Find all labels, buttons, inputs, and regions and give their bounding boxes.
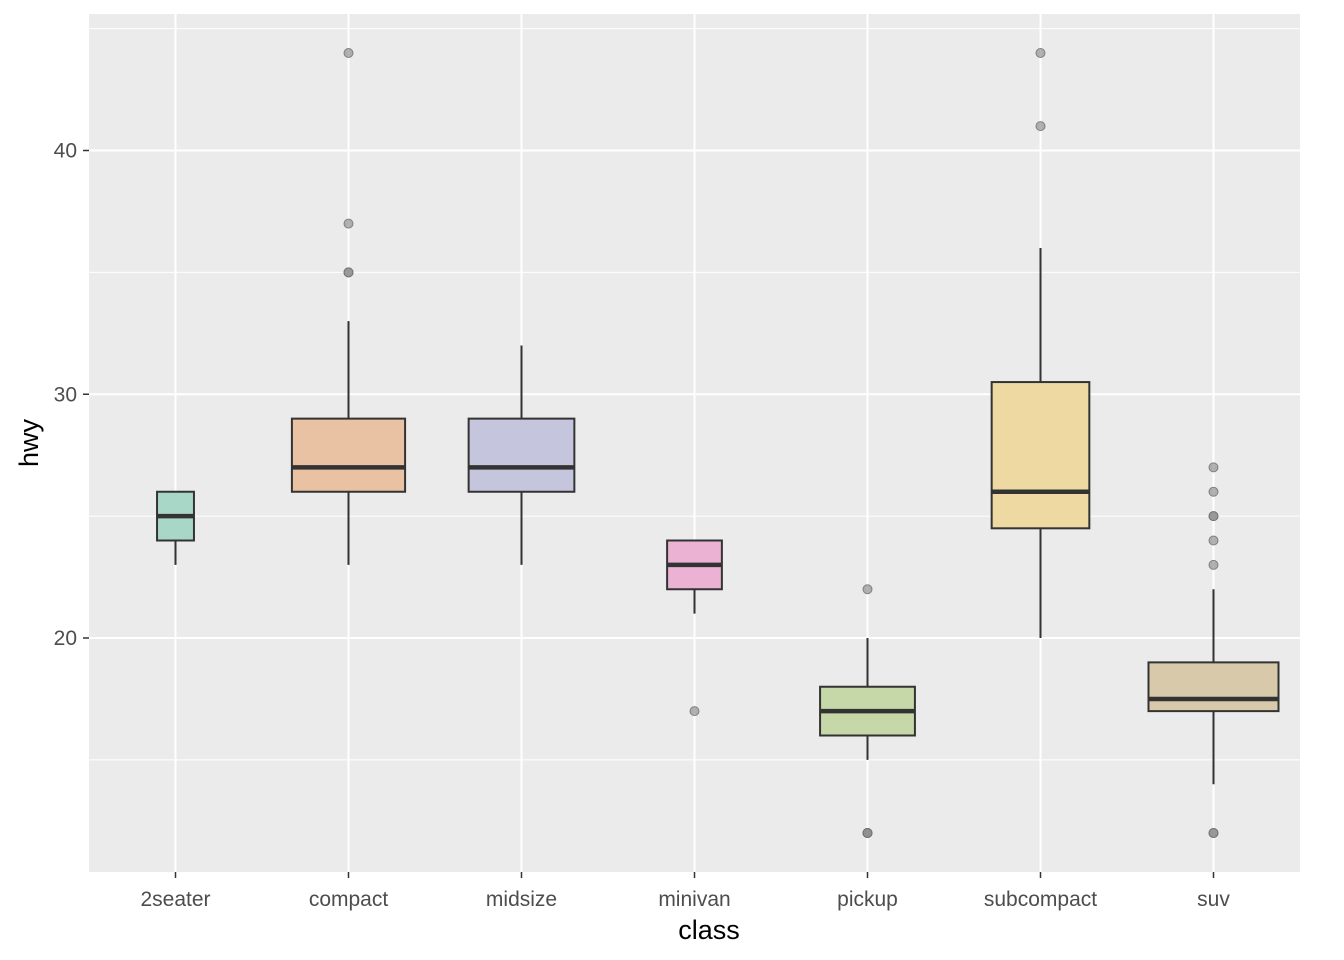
outlier-point [1208, 535, 1219, 546]
x-tick-label: compact [309, 888, 389, 911]
box-body [290, 417, 407, 493]
outlier-point [343, 48, 354, 58]
x-tick-label: subcompact [984, 888, 1097, 911]
outlier-point [1035, 121, 1046, 132]
box-minivan [666, 539, 723, 717]
box-body [1147, 661, 1280, 713]
outlier-point [689, 706, 700, 717]
y-axis-title: hwy [14, 418, 44, 467]
box-suv [1147, 462, 1280, 838]
x-tick-label: suv [1197, 888, 1230, 911]
y-tick-label: 30 [54, 383, 77, 406]
box-pickup [819, 584, 916, 838]
outlier-point [1208, 828, 1219, 838]
outlier-point [343, 267, 354, 278]
y-tick-label: 20 [54, 627, 77, 650]
x-tick-label: minivan [658, 888, 730, 911]
x-axis-title: class [678, 915, 740, 945]
box-midsize [467, 345, 576, 565]
box-subcompact [990, 48, 1091, 638]
x-tick-label: midsize [486, 888, 557, 911]
x-tick-label: pickup [837, 888, 898, 911]
x-axis: 2seater compact midsize minivan pickup subcom… [140, 872, 1230, 911]
outlier-point [343, 218, 354, 229]
outlier-point [862, 584, 873, 595]
outlier-point [1035, 48, 1046, 58]
outlier-point [1208, 486, 1219, 497]
outlier-point [1208, 559, 1219, 570]
outlier-point [1208, 462, 1219, 473]
outlier-point [1208, 511, 1219, 522]
box-body [467, 417, 576, 493]
y-axis: 20 30 40 [54, 140, 89, 650]
x-tick-label: 2seater [140, 888, 210, 911]
outlier-point [862, 828, 873, 838]
box-body [990, 381, 1091, 530]
box-compact [290, 48, 407, 565]
box-series [156, 48, 1280, 838]
box-2seater [156, 490, 195, 565]
y-tick-label: 40 [54, 140, 77, 163]
